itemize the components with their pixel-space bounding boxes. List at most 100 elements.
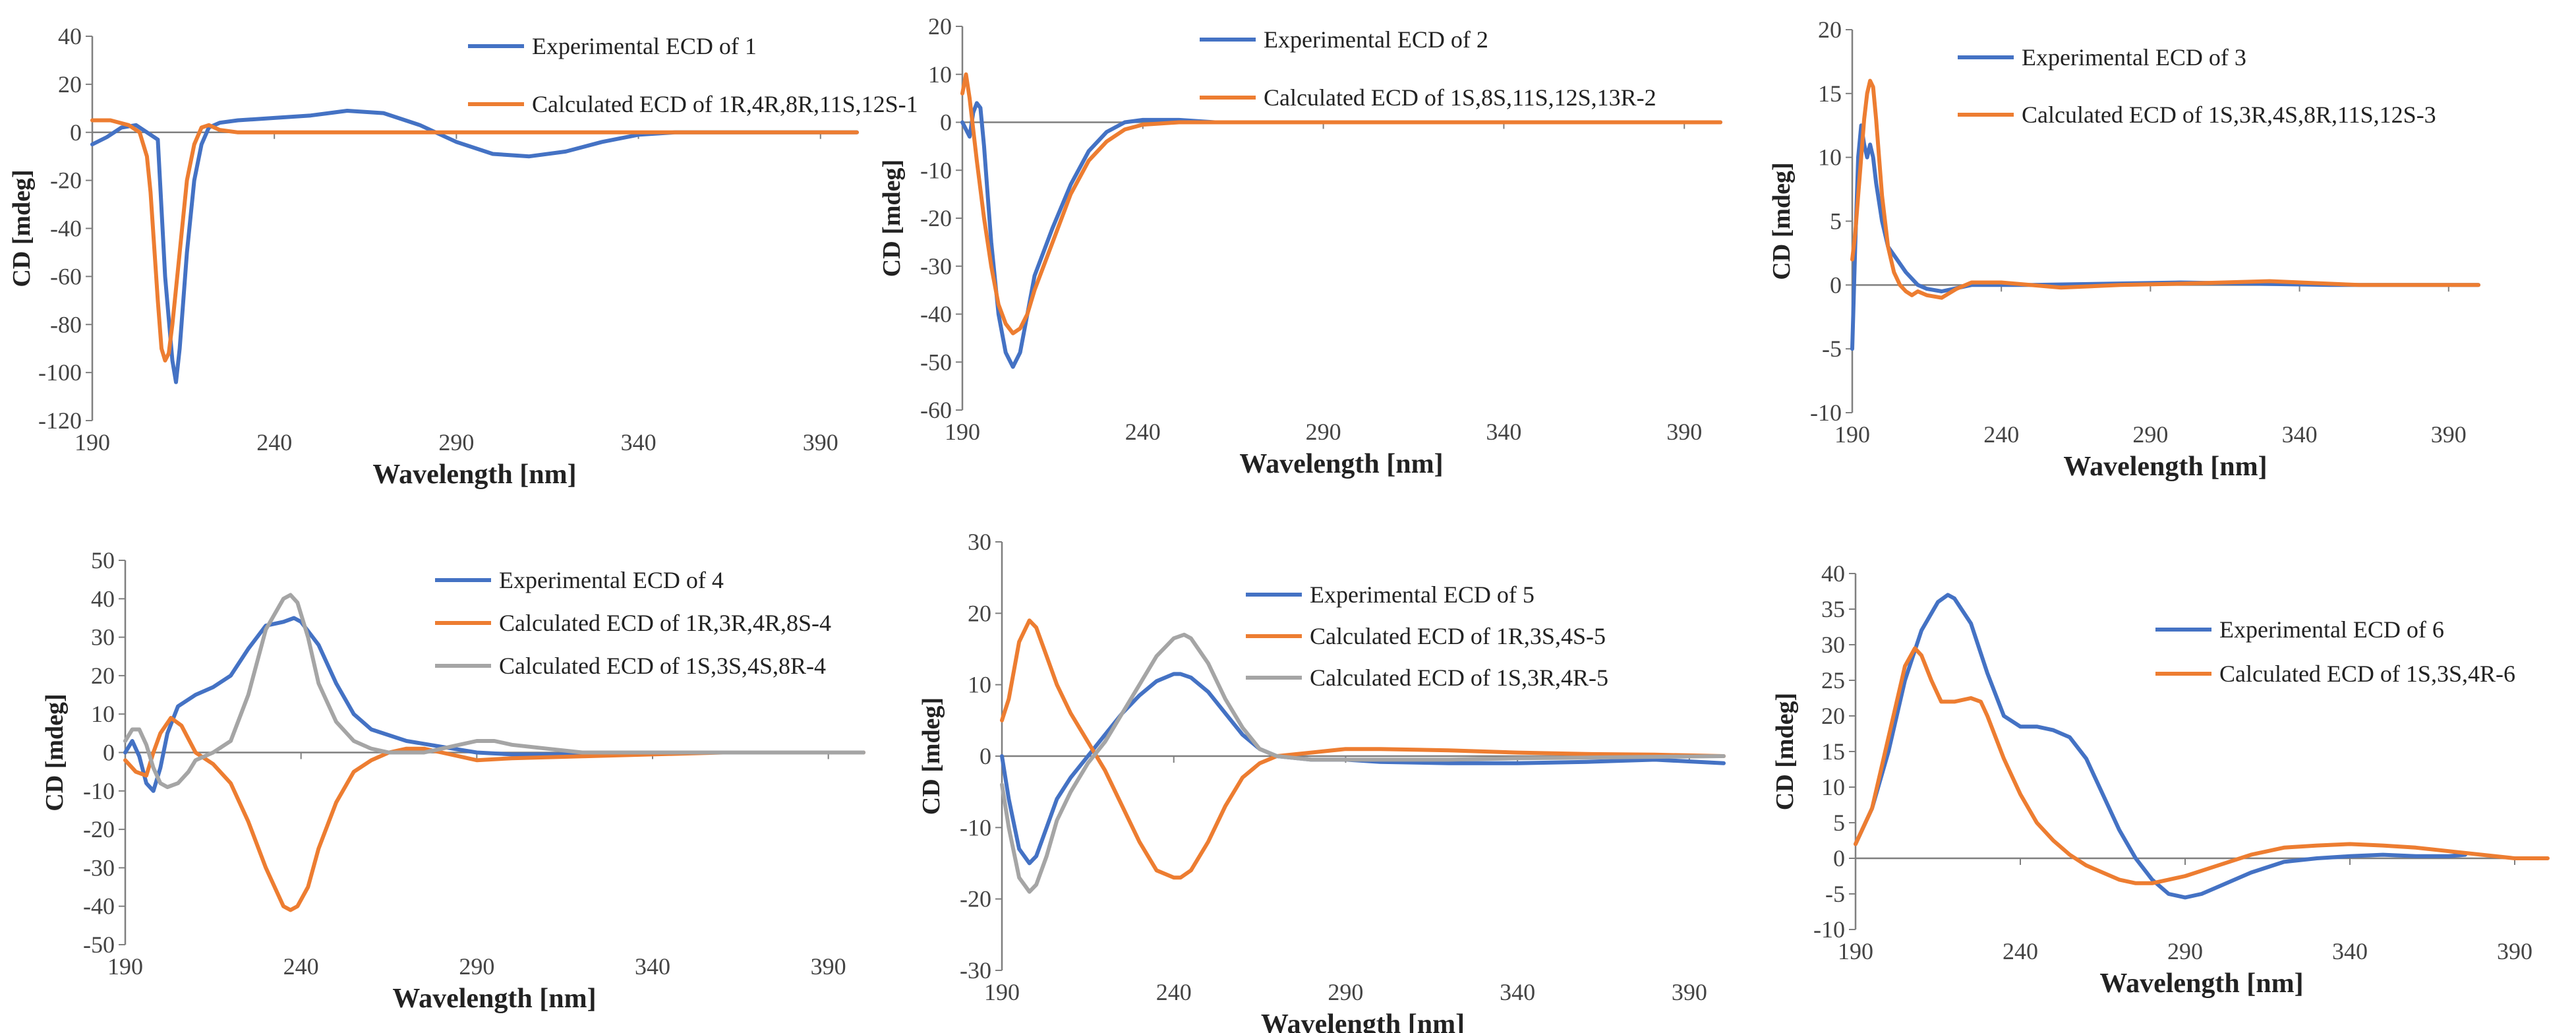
series-line-experimental [1854,593,2467,900]
y-tick-label: -20 [920,205,952,231]
legend-label: Calculated ECD of 1S,3S,4R-6 [2219,661,2515,687]
x-tick-label: 390 [811,953,846,980]
y-tick-label: -60 [920,397,952,423]
x-tick-label: 340 [1500,979,1535,1005]
y-tick-label: 40 [58,23,82,49]
x-tick-label: 390 [2431,421,2467,448]
y-tick-label: -5 [1825,881,1845,907]
y-tick-label: 5 [1833,810,1845,836]
y-tick-label: 20 [1818,16,1842,43]
x-axis-title: Wavelength [nm] [1239,449,1443,479]
x-tick-label: 290 [2167,938,2203,964]
y-tick-label: 15 [1821,738,1845,765]
legend-label: Calculated ECD of 1R,3R,4R,8S-4 [499,610,831,636]
y-tick-label: 0 [980,743,991,769]
y-tick-label: -20 [960,886,991,912]
y-tick-label: -40 [83,893,115,920]
y-tick-label: 30 [968,529,991,555]
y-axis-title: CD [mdeg] [918,697,945,815]
y-tick-label: -80 [50,311,82,338]
series-line-calc_a [90,118,859,363]
x-tick-label: 390 [803,429,838,456]
y-axis-title: CD [mdeg] [41,694,69,811]
y-tick-label: -10 [1813,916,1845,943]
y-tick-label: 10 [1821,774,1845,800]
legend-label: Experimental ECD of 2 [1264,26,1488,53]
x-tick-label: 340 [2332,938,2368,964]
x-tick-label: 240 [1125,419,1161,445]
y-tick-label: -30 [920,253,952,280]
y-tick-label: 0 [70,119,82,146]
y-tick-label: -100 [38,359,82,386]
y-tick-label: -40 [920,301,952,328]
series-line-calc_a [1850,78,2480,300]
y-tick-label: 20 [928,13,952,40]
y-tick-label: 5 [1830,208,1842,235]
x-tick-label: 190 [107,953,143,980]
x-tick-label: 240 [1156,979,1192,1005]
x-tick-label: 390 [1666,419,1702,445]
y-tick-label: -5 [1822,336,1842,362]
y-tick-label: 50 [91,547,115,574]
y-tick-label: -10 [1810,399,1842,426]
series-line-calc_a [1854,646,2550,885]
y-tick-label: 15 [1818,80,1842,107]
x-tick-label: 290 [1306,419,1341,445]
x-tick-label: 240 [283,953,319,980]
x-tick-label: 290 [438,429,474,456]
legend-label: Calculated ECD of 1S,8S,11S,12S,13R-2 [1264,84,1656,111]
y-tick-label: -30 [960,957,991,984]
y-tick-label: -30 [83,854,115,881]
y-tick-label: 40 [1821,560,1845,587]
series-line-calc_b [123,593,865,789]
y-axis-title: CD [mdeg] [1768,162,1796,280]
legend-label: Experimental ECD of 1 [532,33,757,59]
y-tick-label: 0 [103,740,115,766]
y-tick-label: 20 [1821,703,1845,729]
y-tick-label: 20 [968,600,991,626]
x-axis-title: Wavelength [nm] [2099,968,2303,999]
series-line-calc_a [123,716,865,912]
y-tick-label: -10 [960,814,991,841]
x-tick-label: 190 [984,979,1020,1005]
y-tick-label: 30 [1821,632,1845,658]
y-tick-label: 40 [91,585,115,612]
x-axis-title: Wavelength [nm] [2063,452,2267,482]
y-tick-label: 10 [91,701,115,727]
series-line-experimental [1000,672,1726,866]
x-tick-label: 290 [2132,421,2168,448]
y-tick-label: 0 [1833,845,1845,871]
legend-label: Calculated ECD of 1S,3S,4S,8R-4 [499,653,826,679]
legend-label: Experimental ECD of 3 [2022,44,2246,71]
y-tick-label: 20 [58,71,82,98]
y-tick-label: 0 [940,109,952,136]
x-tick-label: 190 [945,419,980,445]
x-axis-title: Wavelength [nm] [1261,1009,1465,1033]
x-tick-label: 390 [1672,979,1707,1005]
x-tick-label: 290 [1328,979,1363,1005]
y-tick-label: -20 [83,816,115,842]
y-tick-label: 20 [91,663,115,689]
y-tick-label: 35 [1821,596,1845,622]
series-line-experimental [90,109,859,384]
x-tick-label: 340 [635,953,670,980]
y-axis-title: CD [mdeg] [8,169,36,287]
legend-label: Calculated ECD of 1R,4R,8R,11S,12S-1 [532,91,918,117]
legend-label: Calculated ECD of 1S,3R,4S,8R,11S,12S-3 [2022,102,2436,128]
x-tick-label: 190 [1834,421,1870,448]
legend-label: Experimental ECD of 6 [2219,616,2444,643]
x-tick-label: 290 [459,953,494,980]
x-axis-title: Wavelength [nm] [392,984,596,1014]
x-tick-label: 340 [2282,421,2318,448]
y-tick-label: 10 [1818,144,1842,171]
x-axis-title: Wavelength [nm] [372,459,576,490]
y-tick-label: -60 [50,263,82,289]
legend-label: Experimental ECD of 4 [499,567,724,593]
series-line-calc_b [1000,632,1726,894]
